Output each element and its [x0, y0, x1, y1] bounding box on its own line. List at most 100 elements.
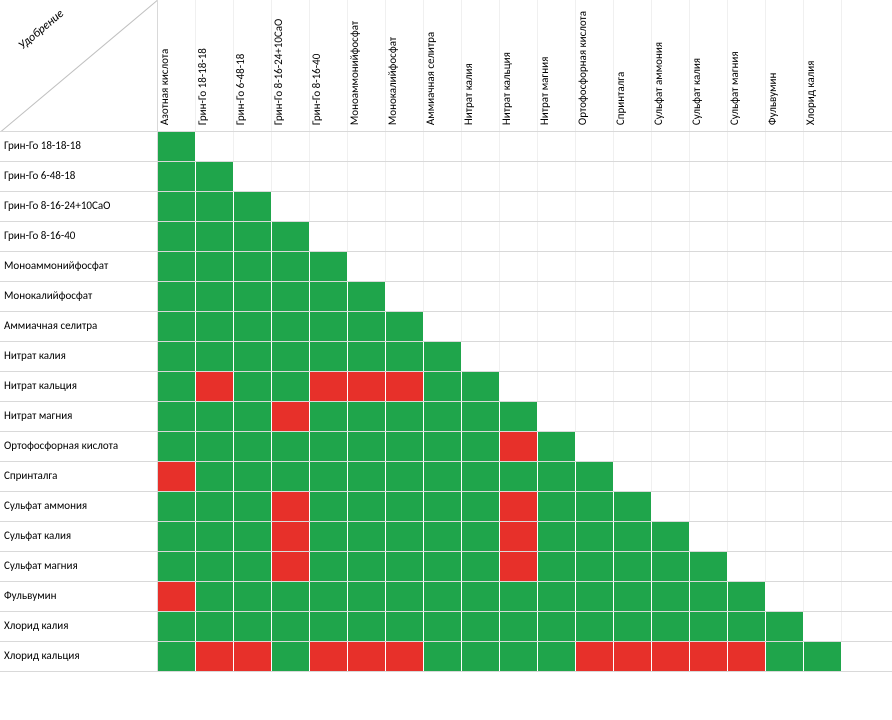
matrix-cell: [652, 252, 690, 281]
matrix-cell: [538, 132, 576, 161]
matrix-cell: [424, 222, 462, 251]
row-label: Грин-Го 18-18-18: [0, 132, 158, 162]
matrix-cell: [652, 192, 690, 221]
matrix-cell: [348, 252, 386, 281]
matrix-cell: [158, 552, 196, 581]
matrix-cell: [462, 612, 500, 641]
matrix-cell: [538, 162, 576, 191]
matrix-cell: [500, 612, 538, 641]
column-header: Грин-Го 18-18-18: [196, 0, 234, 131]
matrix-cell: [728, 432, 766, 461]
matrix-cell: [158, 582, 196, 611]
matrix-cell: [348, 342, 386, 371]
matrix-cell: [804, 342, 842, 371]
matrix-cell: [462, 132, 500, 161]
matrix-cell: [614, 162, 652, 191]
matrix-cell: [196, 612, 234, 641]
matrix-row: [158, 222, 892, 252]
row-label: Сульфат калия: [0, 522, 158, 552]
matrix-row: [158, 252, 892, 282]
matrix-cell: [272, 312, 310, 341]
matrix-cell: [576, 222, 614, 251]
matrix-cell: [158, 192, 196, 221]
matrix-cell: [728, 582, 766, 611]
matrix-cell: [196, 372, 234, 401]
matrix-cell: [500, 402, 538, 431]
matrix-cell: [196, 132, 234, 161]
matrix-cell: [234, 432, 272, 461]
matrix-cell: [690, 402, 728, 431]
matrix-cell: [196, 462, 234, 491]
column-header-label: Ортофосфорная кислота: [576, 0, 588, 125]
matrix-cell: [690, 492, 728, 521]
row-label: Сульфат магния: [0, 552, 158, 582]
matrix-cell: [310, 522, 348, 551]
matrix-cell: [462, 522, 500, 551]
row-label: Монокалийфосфат: [0, 282, 158, 312]
matrix-cell: [196, 402, 234, 431]
matrix-cell: [576, 492, 614, 521]
matrix-cell: [728, 552, 766, 581]
matrix-cell: [462, 252, 500, 281]
matrix-cell: [158, 642, 196, 671]
matrix-cell: [196, 312, 234, 341]
matrix-cell: [158, 222, 196, 251]
matrix-row: [158, 612, 892, 642]
matrix-cell: [310, 582, 348, 611]
corner-label: Удобрение: [16, 7, 67, 53]
row-label: Ортофосфорная кислота: [0, 432, 158, 462]
matrix-cell: [348, 132, 386, 161]
matrix-row: [158, 642, 892, 672]
matrix-cell: [386, 192, 424, 221]
matrix-cell: [690, 372, 728, 401]
row-label: Моноаммонийфосфат: [0, 252, 158, 282]
matrix-cell: [804, 642, 842, 671]
matrix-cell: [158, 612, 196, 641]
matrix-cell: [652, 552, 690, 581]
matrix-row: [158, 432, 892, 462]
matrix-cell: [652, 492, 690, 521]
matrix-cell: [424, 312, 462, 341]
matrix-cell: [424, 132, 462, 161]
matrix-cell: [728, 642, 766, 671]
matrix-cell: [462, 462, 500, 491]
matrix-cell: [158, 372, 196, 401]
matrix-cell: [348, 462, 386, 491]
matrix-cell: [348, 372, 386, 401]
matrix-cell: [804, 492, 842, 521]
matrix-cell: [310, 132, 348, 161]
matrix-cell: [766, 282, 804, 311]
matrix-cell: [804, 612, 842, 641]
matrix-cell: [500, 222, 538, 251]
matrix-cell: [728, 252, 766, 281]
matrix-cell: [462, 642, 500, 671]
matrix-cell: [614, 342, 652, 371]
matrix-cell: [766, 582, 804, 611]
matrix-cell: [234, 552, 272, 581]
matrix-cell: [804, 552, 842, 581]
matrix-cell: [424, 252, 462, 281]
matrix-cell: [272, 582, 310, 611]
column-header: Грин-Го 8-16-24+10CaO: [272, 0, 310, 131]
matrix-cell: [652, 462, 690, 491]
matrix-cell: [424, 342, 462, 371]
column-header: Сульфат аммония: [652, 0, 690, 131]
matrix-cell: [158, 402, 196, 431]
matrix-cell: [804, 402, 842, 431]
matrix-cell: [462, 372, 500, 401]
matrix-row: [158, 462, 892, 492]
matrix-cell: [462, 162, 500, 191]
matrix-cell: [272, 192, 310, 221]
matrix-cell: [386, 402, 424, 431]
row-label: Сульфат аммония: [0, 492, 158, 522]
matrix-cell: [234, 252, 272, 281]
matrix-cell: [690, 612, 728, 641]
matrix-cell: [424, 432, 462, 461]
row-label: Нитрат кальция: [0, 372, 158, 402]
matrix-cell: [272, 522, 310, 551]
matrix-cell: [196, 252, 234, 281]
matrix-cell: [538, 582, 576, 611]
matrix-cell: [310, 402, 348, 431]
matrix-cell: [804, 222, 842, 251]
matrix-cell: [272, 552, 310, 581]
